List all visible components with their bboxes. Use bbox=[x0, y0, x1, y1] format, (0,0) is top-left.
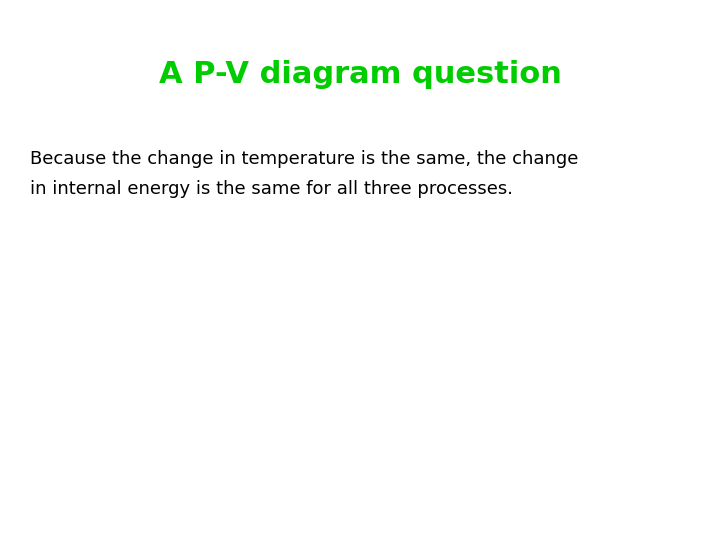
Text: Because the change in temperature is the same, the change: Because the change in temperature is the… bbox=[30, 150, 578, 168]
Text: in internal energy is the same for all three processes.: in internal energy is the same for all t… bbox=[30, 180, 513, 198]
Text: A P-V diagram question: A P-V diagram question bbox=[158, 60, 562, 89]
